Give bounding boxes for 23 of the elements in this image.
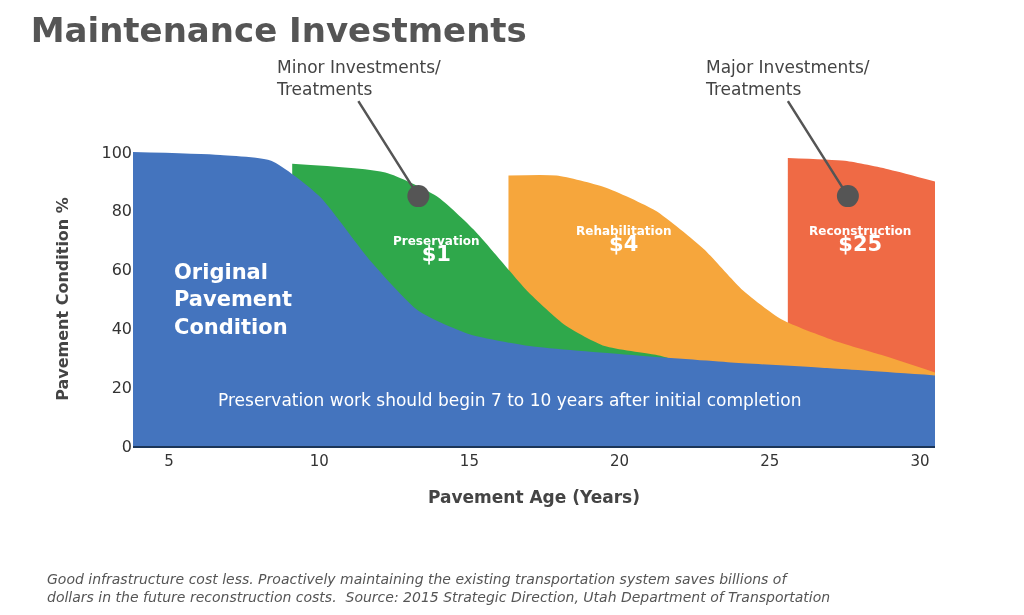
x-axis-title: Pavement Age (Years) (427, 486, 641, 507)
x-tick-label: 5 (164, 452, 174, 470)
annotation: Major Investments/ Treatments (705, 57, 870, 100)
annotation: Original Pavement Condition (174, 260, 293, 339)
x-tick-label: 25 (760, 452, 780, 470)
chart-title: Maintenance Investments (30, 10, 527, 51)
text: Good infrastructure cost less. Proactively maintaining the existing transportation system saves billions of dollars in the future reconstruction costs. Source: 2015 Strategic Direction, Utah Department of Transportation (47, 571, 831, 606)
annotation: Minor Investments/ Treatments (276, 57, 442, 100)
annotation: Rehabilitation $4 (576, 224, 672, 256)
y-tick-label: 80 (111, 201, 132, 221)
y-axis-title: Pavement Condition % (53, 197, 73, 401)
y-tick-label: 20 (111, 377, 132, 397)
annotation: Preservation work should begin 7 to 10 years after initial completion (218, 390, 802, 410)
x-tick-label: 20 (610, 452, 630, 470)
y-tick-label: 0 (121, 436, 132, 456)
y-tick-label: 100 (101, 142, 132, 162)
y-tick-label: 60 (111, 260, 132, 280)
x-tick-label: 10 (309, 452, 329, 470)
annotation: Reconstruction $25 (809, 224, 912, 256)
annotation: Preservation $1 (393, 234, 480, 266)
x-tick-label: 15 (459, 452, 479, 470)
x-tick-label: 30 (910, 452, 930, 470)
y-tick-label: 40 (111, 319, 132, 338)
